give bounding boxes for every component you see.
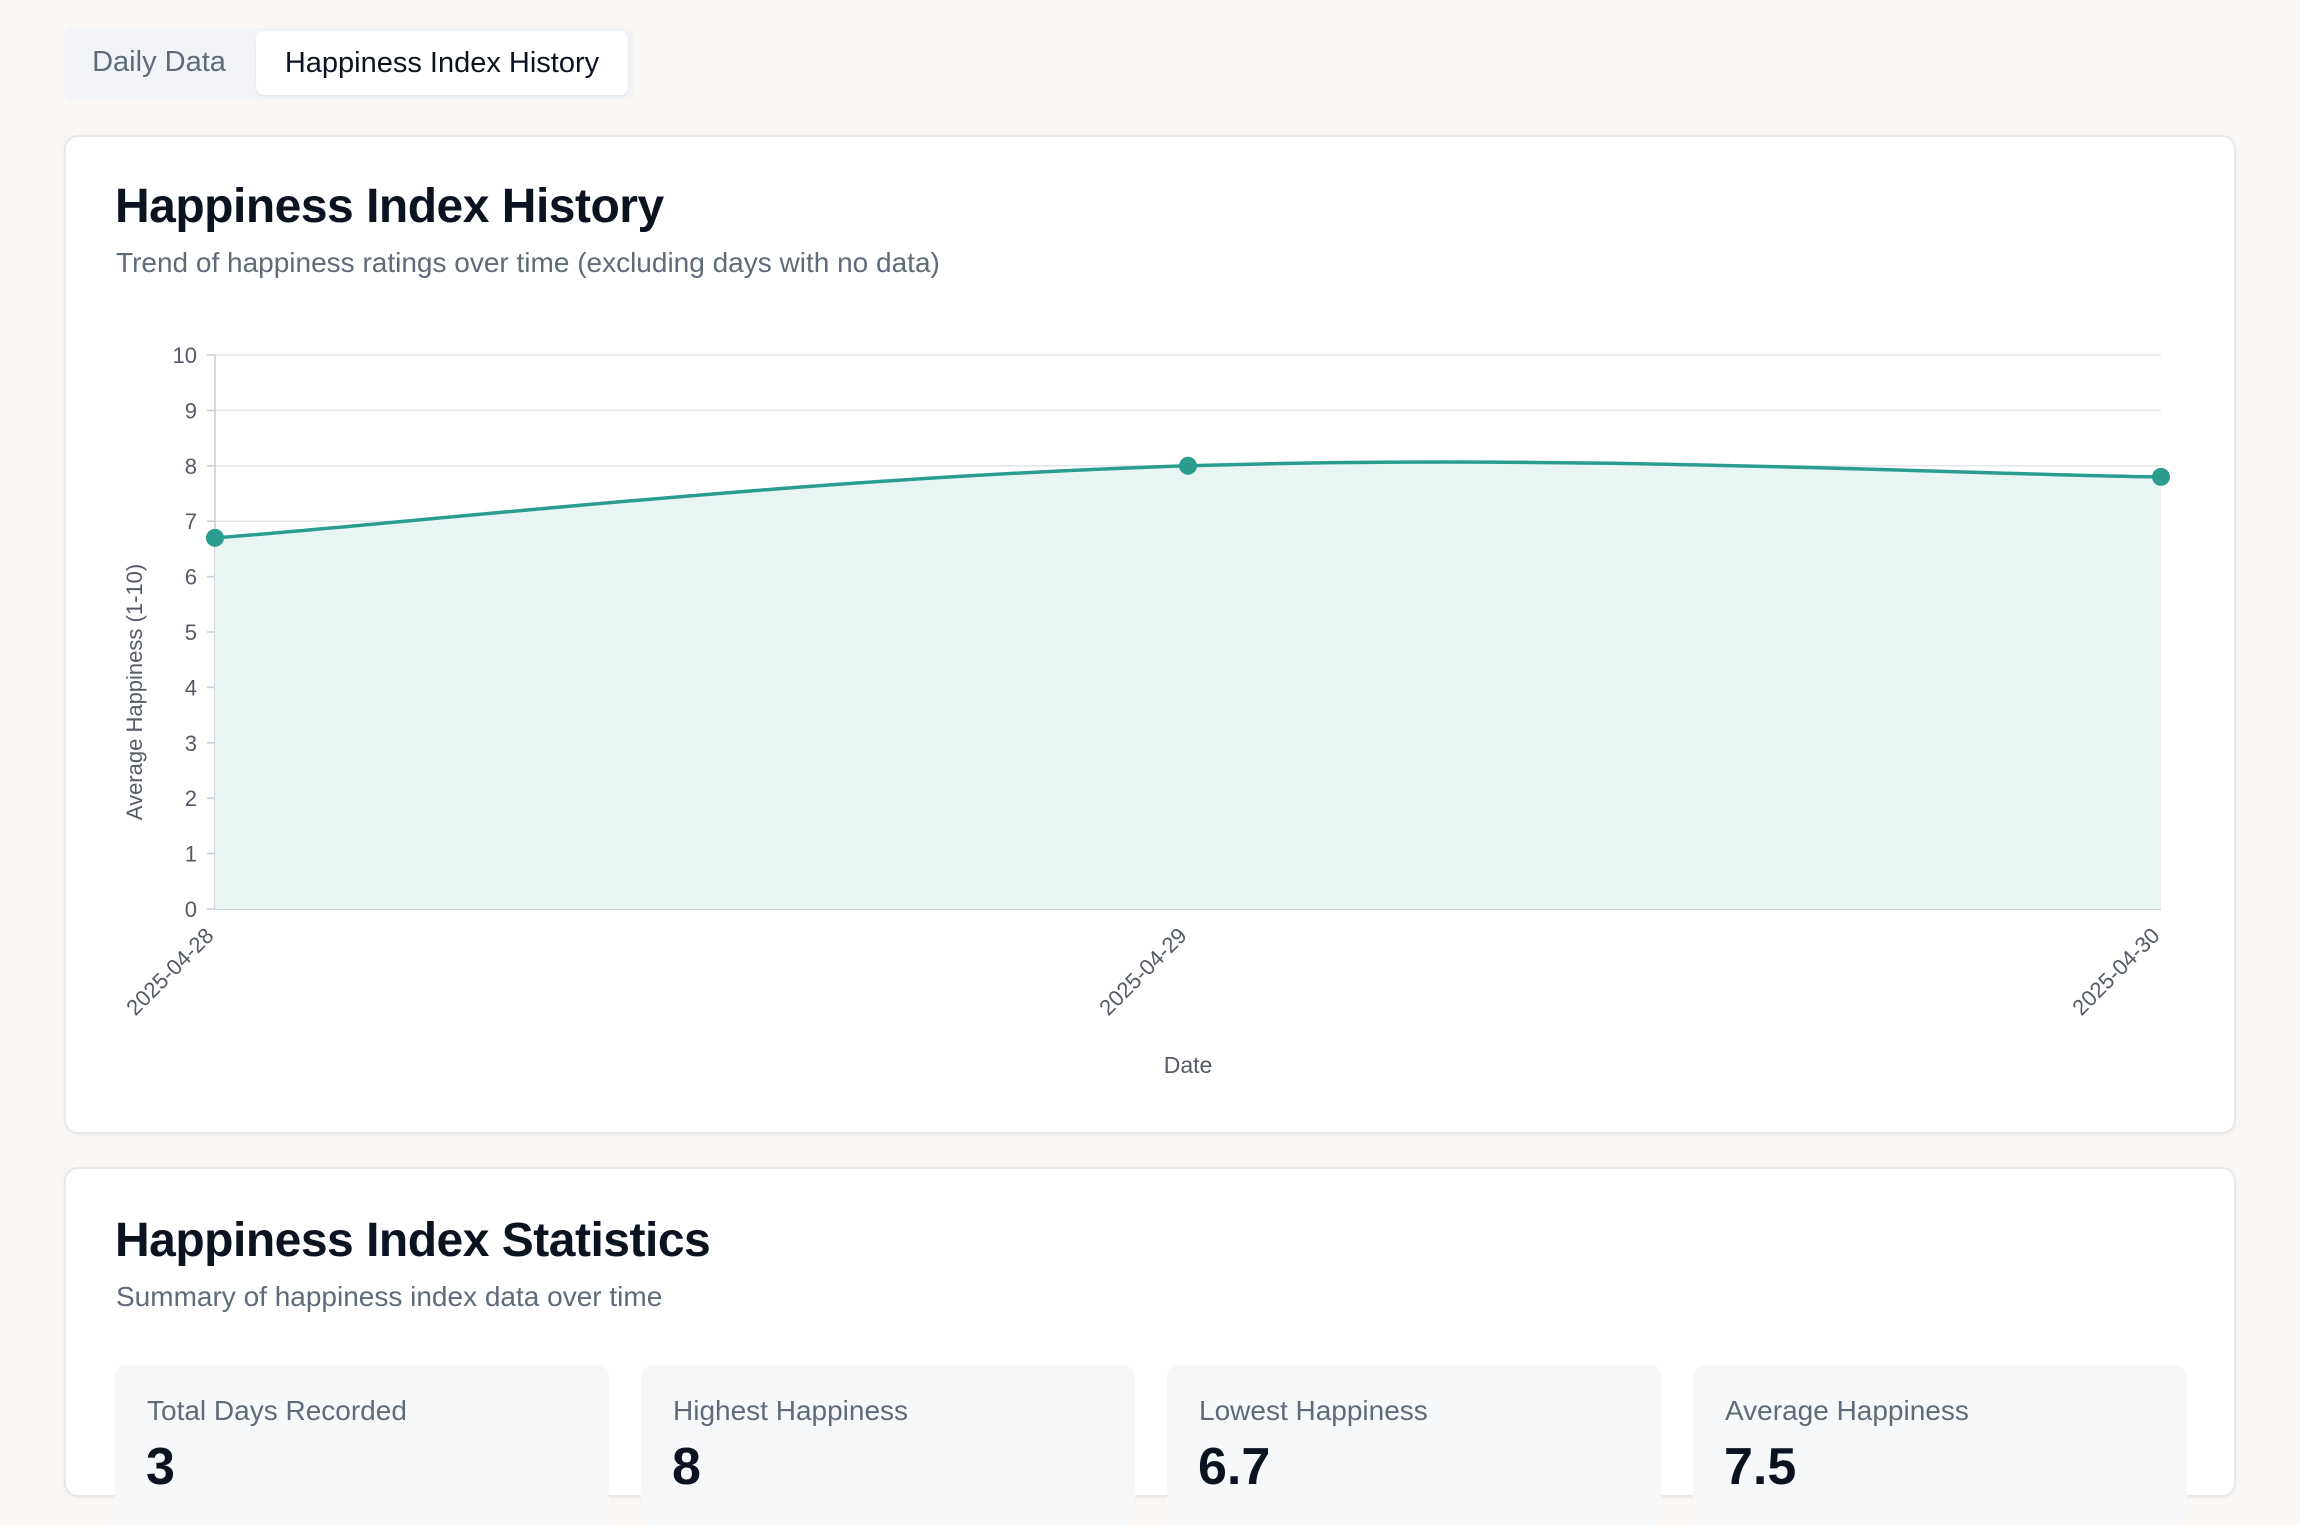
chart-data-point[interactable] [1179, 456, 1197, 475]
chart-card-subtitle: Trend of happiness ratings over time (ex… [116, 247, 940, 278]
y-tick-label: 10 [173, 343, 197, 368]
y-tick-label: 5 [185, 620, 197, 645]
y-tick-label: 7 [185, 509, 197, 534]
chart-points [206, 456, 2170, 547]
chart-x-axis-label: Date [1164, 1052, 1213, 1078]
tab-list: Daily Data Happiness Index History [64, 28, 634, 100]
stat-label: Average Happiness [1725, 1395, 1969, 1426]
stats-card: Happiness Index Statistics Summary of ha… [64, 1167, 2236, 1525]
x-tick-label: 2025-04-30 [2067, 923, 2164, 1020]
y-tick-label: 8 [185, 454, 197, 479]
y-tick-label: 4 [185, 675, 197, 700]
stat-value: 7.5 [1724, 1438, 1797, 1496]
chart-data-point[interactable] [2152, 467, 2170, 486]
chart-y-ticks: 0 1 2 3 4 5 6 7 8 9 10 [173, 343, 215, 922]
x-tick-label: 2025-04-29 [1094, 923, 1191, 1020]
stat-highest-happiness: Highest Happiness 8 [641, 1365, 1135, 1525]
chart-card-title: Happiness Index History [115, 180, 664, 233]
stat-value: 6.7 [1198, 1438, 1271, 1496]
tab-daily-data[interactable]: Daily Data [92, 46, 226, 78]
stat-label: Total Days Recorded [147, 1395, 407, 1426]
chart-x-ticks: 2025-04-28 2025-04-29 2025-04-30 [121, 923, 2164, 1020]
stats-card-subtitle: Summary of happiness index data over tim… [116, 1281, 663, 1312]
chart-area-fill [215, 462, 2161, 909]
chart-data-point[interactable] [206, 528, 224, 547]
tab-happiness-index-history[interactable]: Happiness Index History [256, 31, 628, 95]
y-tick-label: 3 [185, 731, 197, 756]
stat-label: Highest Happiness [673, 1395, 909, 1426]
stat-value: 8 [672, 1438, 701, 1496]
stat-average-happiness: Average Happiness 7.5 [1693, 1365, 2187, 1525]
y-tick-label: 9 [185, 398, 197, 423]
stat-lowest-happiness: Lowest Happiness 6.7 [1167, 1365, 1661, 1525]
stat-total-days: Total Days Recorded 3 [115, 1365, 609, 1525]
y-tick-label: 0 [185, 897, 197, 922]
y-tick-label: 6 [185, 565, 197, 590]
stats-card-title: Happiness Index Statistics [115, 1214, 711, 1267]
y-tick-label: 2 [185, 786, 197, 811]
y-tick-label: 1 [185, 842, 197, 867]
stat-label: Lowest Happiness [1199, 1395, 1428, 1426]
x-tick-label: 2025-04-28 [121, 923, 218, 1020]
chart-card: Happiness Index History Trend of happine… [64, 135, 2236, 1134]
chart-y-axis-label: Average Happiness (1-10) [122, 564, 147, 820]
stat-value: 3 [146, 1438, 175, 1496]
